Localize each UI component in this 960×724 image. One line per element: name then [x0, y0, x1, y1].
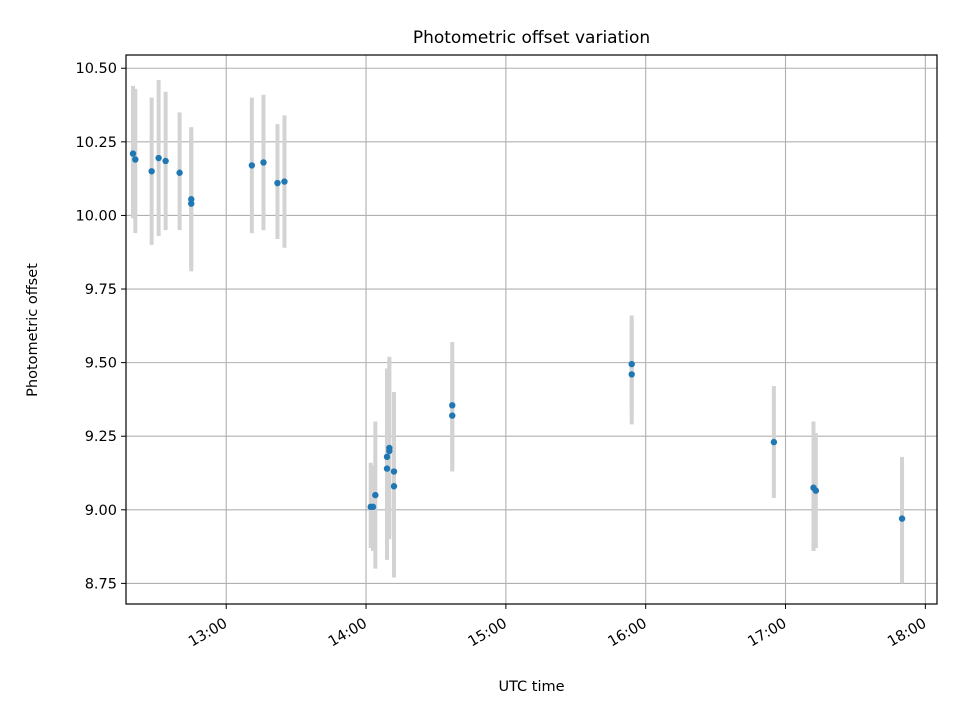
data-point	[129, 150, 137, 157]
plot-frame	[125, 54, 938, 605]
y-tick-label: 9.00	[85, 503, 117, 519]
y-axis-label: Photometric offset	[25, 263, 41, 397]
data-point	[383, 453, 391, 461]
data-point	[812, 487, 820, 494]
grid	[126, 55, 937, 604]
data-point	[390, 483, 398, 490]
y-axis: 8.75 9.00 9.25 9.50 9.75 10.00 10.25 10.50	[75, 61, 126, 592]
data-point	[148, 168, 155, 175]
data-point	[628, 360, 635, 368]
y-tick-label: 10.25	[75, 135, 117, 151]
data-point	[628, 371, 635, 378]
data-point	[383, 465, 391, 472]
data-point	[188, 196, 195, 203]
data-point	[372, 491, 379, 499]
data-point	[188, 200, 195, 207]
data-point	[449, 412, 456, 419]
data-point	[770, 438, 778, 446]
data-point	[162, 157, 169, 165]
data-point	[898, 515, 906, 522]
x-axis-label: UTC time	[498, 679, 564, 695]
y-tick-label: 9.25	[85, 429, 117, 445]
data-point	[132, 156, 139, 163]
data-point	[176, 169, 183, 176]
y-tick-label: 9.50	[85, 356, 117, 372]
y-tick-label: 10.50	[75, 61, 117, 77]
data-point	[281, 178, 288, 185]
y-tick-label: 9.75	[85, 282, 117, 298]
y-tick-label: 10.00	[75, 208, 117, 224]
data-point	[369, 503, 377, 511]
data-points	[129, 150, 906, 522]
y-tick-label: 8.75	[85, 576, 117, 592]
data-point	[155, 154, 162, 162]
data-point	[248, 162, 256, 169]
data-point	[274, 179, 281, 187]
data-point	[449, 402, 456, 409]
data-point	[260, 159, 267, 166]
chart-title: Photometric offset variation	[413, 28, 650, 48]
data-point	[390, 468, 398, 475]
data-point	[386, 447, 393, 455]
